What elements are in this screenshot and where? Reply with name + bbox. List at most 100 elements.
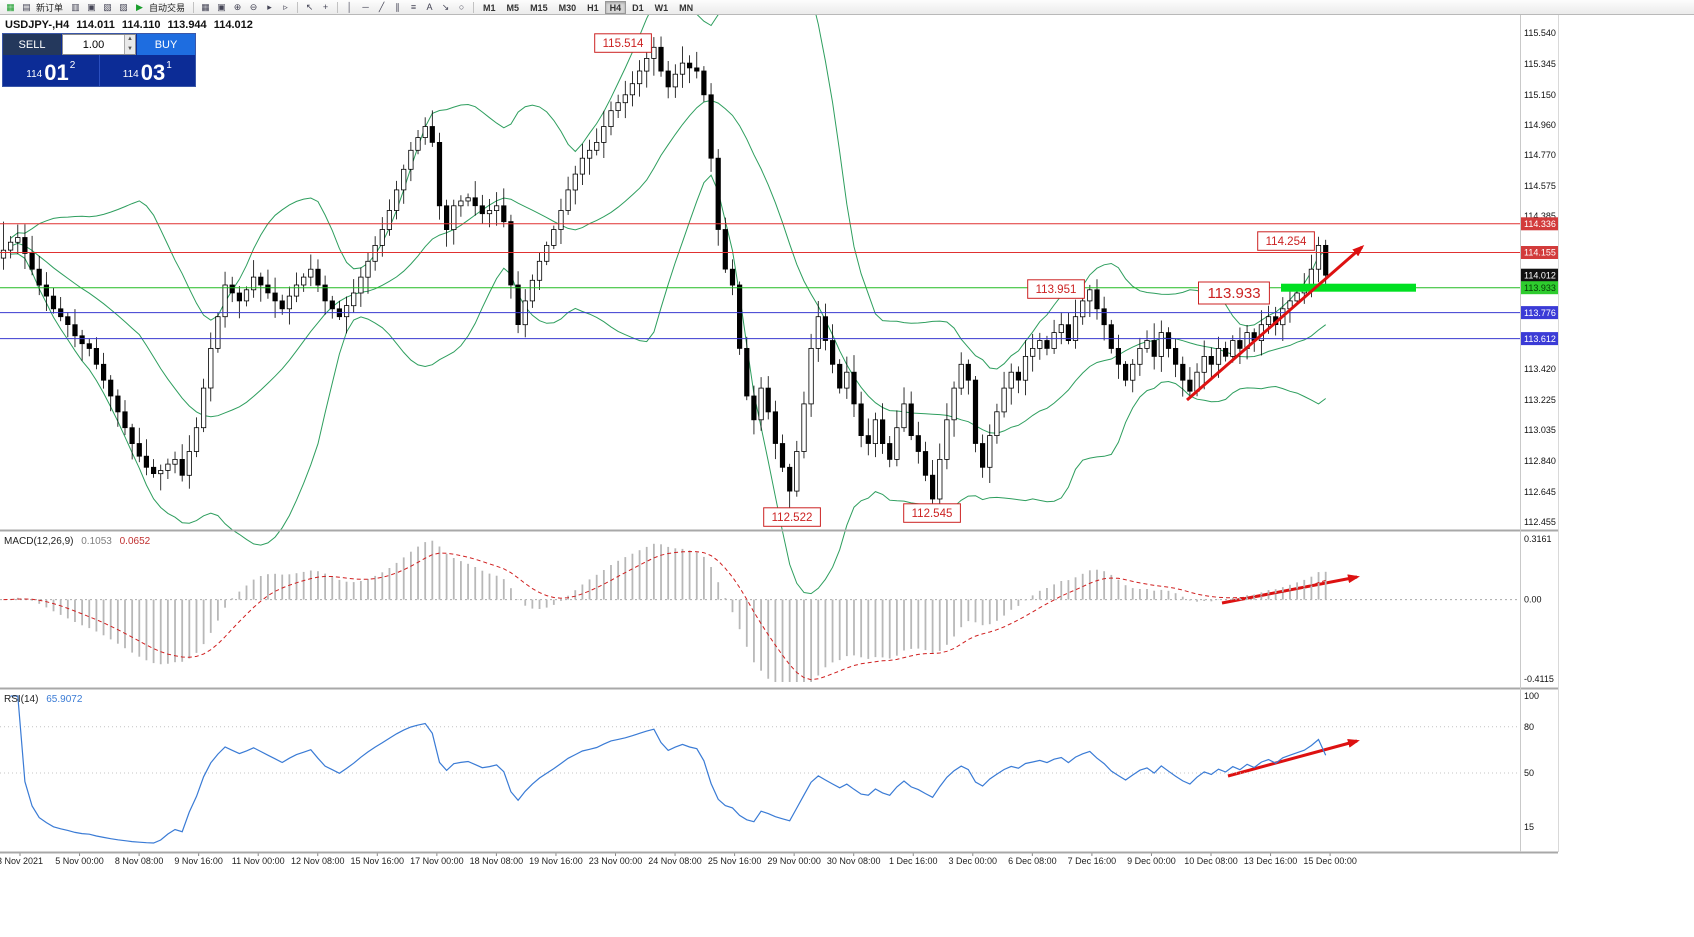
svg-text:18 Nov 08:00: 18 Nov 08:00 [470, 856, 524, 866]
svg-text:112.545: 112.545 [912, 508, 953, 520]
chart-header: USDJPY-,H4 114.011 114.110 113.944 114.0… [5, 19, 257, 31]
navigator-icon[interactable]: ▧ [103, 1, 112, 12]
timeframe-w1-button[interactable]: W1 [654, 2, 669, 13]
svg-text:114.575: 114.575 [1524, 181, 1556, 191]
chart-low-value: 113.944 [167, 19, 207, 31]
rsi-label: RSI(14) 65.9072 [4, 694, 87, 705]
svg-text:15: 15 [1524, 822, 1534, 832]
svg-text:112.840: 112.840 [1524, 456, 1556, 466]
arrow-object-icon[interactable]: ↘ [441, 1, 450, 12]
data-window-icon[interactable]: ▣ [87, 1, 96, 12]
terminal-icon[interactable]: ▨ [119, 1, 128, 12]
channel-icon[interactable]: ∥ [395, 1, 400, 12]
svg-text:114.254: 114.254 [1266, 236, 1307, 248]
svg-text:13 Dec 16:00: 13 Dec 16:00 [1244, 856, 1298, 866]
timeframe-h1-button[interactable]: H1 [587, 2, 599, 13]
svg-text:10 Dec 08:00: 10 Dec 08:00 [1184, 856, 1238, 866]
fibonacci-icon[interactable]: ≡ [410, 2, 417, 12]
chart-symbol-period: USDJPY-,H4 [5, 19, 70, 31]
svg-text:114.385: 114.385 [1524, 211, 1556, 221]
sell-price-prefix: 114 [26, 69, 43, 80]
crosshair-icon[interactable]: + [322, 2, 329, 12]
svg-text:23 Nov 00:00: 23 Nov 00:00 [589, 856, 643, 866]
svg-text:114.012: 114.012 [1524, 270, 1556, 280]
svg-text:11 Nov 00:00: 11 Nov 00:00 [232, 856, 285, 866]
green-highlight-object [1281, 283, 1416, 292]
auto-scroll-icon[interactable]: ▸ [267, 1, 272, 12]
new-order-button-label[interactable]: 新订单 [36, 2, 64, 13]
svg-text:6 Dec 08:00: 6 Dec 08:00 [1008, 856, 1057, 866]
svg-text:112.645: 112.645 [1524, 487, 1556, 497]
market-watch-icon[interactable]: ▥ [71, 1, 80, 12]
svg-text:5 Nov 00:00: 5 Nov 00:00 [55, 856, 104, 866]
panel-borders [0, 15, 1559, 854]
macd-name: MACD(12,26,9) [4, 536, 74, 547]
volume-spinner: ▲ ▼ [124, 35, 135, 54]
timeframe-m30-button[interactable]: M30 [558, 2, 577, 13]
zoom-in-icon[interactable]: ⊕ [233, 1, 242, 12]
timeframe-h4-button[interactable]: H4 [604, 0, 627, 14]
cascade-windows-icon[interactable]: ▣ [217, 1, 226, 12]
chart-high-value: 114.110 [121, 19, 161, 31]
svg-text:115.514: 115.514 [603, 38, 644, 50]
timeframe-m5-button[interactable]: M5 [506, 2, 520, 13]
svg-text:113.776: 113.776 [1524, 308, 1556, 318]
macd-label: MACD(12,26,9) 0.1053 0.0652 [4, 536, 155, 547]
trend-arrow [1186, 245, 1365, 402]
svg-text:113.933: 113.933 [1207, 285, 1260, 302]
svg-text:114.960: 114.960 [1524, 120, 1556, 130]
timeframe-m1-button[interactable]: M1 [483, 2, 496, 13]
sell-price-button[interactable]: 114 01 2 [3, 55, 99, 86]
sell-button[interactable]: SELL [3, 34, 62, 55]
cursor-icon[interactable]: ↖ [305, 1, 314, 12]
trend-arrow [1227, 739, 1360, 778]
volume-increase-button[interactable]: ▲ [125, 35, 135, 45]
svg-text:8 Nov 08:00: 8 Nov 08:00 [115, 856, 164, 866]
shapes-icon[interactable]: ○ [458, 2, 465, 12]
rsi-name: RSI(14) [4, 694, 39, 705]
volume-input[interactable]: 1.00 [82, 38, 105, 51]
svg-text:114.155: 114.155 [1524, 248, 1556, 258]
rsi-panel: 100 80 50 15 [0, 691, 1539, 844]
autotrading-button-label[interactable]: 自动交易 [149, 2, 186, 13]
volume-box: 1.00 ▲ ▼ [62, 34, 136, 55]
timeframe-m15-button[interactable]: M15 [530, 2, 548, 13]
svg-text:114.336: 114.336 [1524, 219, 1556, 229]
toolbar-separator [297, 1, 299, 13]
timeframe-mn-button[interactable]: MN [679, 2, 694, 13]
text-icon[interactable]: A [426, 2, 433, 12]
zoom-out-icon[interactable]: ⊖ [249, 1, 258, 12]
svg-text:115.150: 115.150 [1524, 90, 1556, 100]
autotrading-button-icon[interactable]: ▶ [136, 1, 143, 12]
chart-close-value: 114.012 [213, 19, 253, 31]
trendline-icon[interactable]: ╱ [378, 1, 385, 12]
chart-annotations: 115.514 114.254 113.951 113.933 112.522 112.5… [594, 33, 1365, 778]
svg-text:0.00: 0.00 [1524, 595, 1542, 605]
svg-text:17 Nov 00:00: 17 Nov 00:00 [410, 856, 464, 866]
chart-shift-icon[interactable]: ▹ [283, 1, 288, 12]
svg-text:30 Nov 08:00: 30 Nov 08:00 [827, 856, 881, 866]
svg-text:3 Dec 00:00: 3 Dec 00:00 [949, 856, 998, 866]
svg-text:114.770: 114.770 [1524, 150, 1556, 160]
svg-text:112.522: 112.522 [772, 512, 813, 524]
buy-button[interactable]: BUY [136, 34, 195, 55]
buy-price-button[interactable]: 114 03 1 [100, 55, 196, 86]
timeframe-d1-button[interactable]: D1 [632, 2, 644, 13]
rsi-value: 65.9072 [46, 694, 83, 705]
svg-text:113.951: 113.951 [1036, 284, 1077, 296]
new-chart-icon[interactable]: ▦ [6, 1, 15, 12]
price-divider [98, 55, 100, 86]
svg-text:115.345: 115.345 [1524, 59, 1556, 69]
svg-text:9 Nov 16:00: 9 Nov 16:00 [174, 856, 223, 866]
new-order-button-icon[interactable]: ▤ [22, 1, 31, 12]
tile-windows-icon[interactable]: ▦ [201, 1, 210, 12]
volume-decrease-button[interactable]: ▼ [125, 44, 135, 54]
vertical-line-icon[interactable]: │ [346, 2, 353, 12]
svg-text:1 Dec 16:00: 1 Dec 16:00 [889, 856, 938, 866]
svg-text:15 Dec 00:00: 15 Dec 00:00 [1303, 856, 1357, 866]
svg-text:9 Dec 00:00: 9 Dec 00:00 [1127, 856, 1176, 866]
buy-price-prefix: 114 [122, 69, 139, 80]
svg-text:19 Nov 16:00: 19 Nov 16:00 [529, 856, 583, 866]
horizontal-line-icon[interactable]: ─ [362, 2, 369, 12]
